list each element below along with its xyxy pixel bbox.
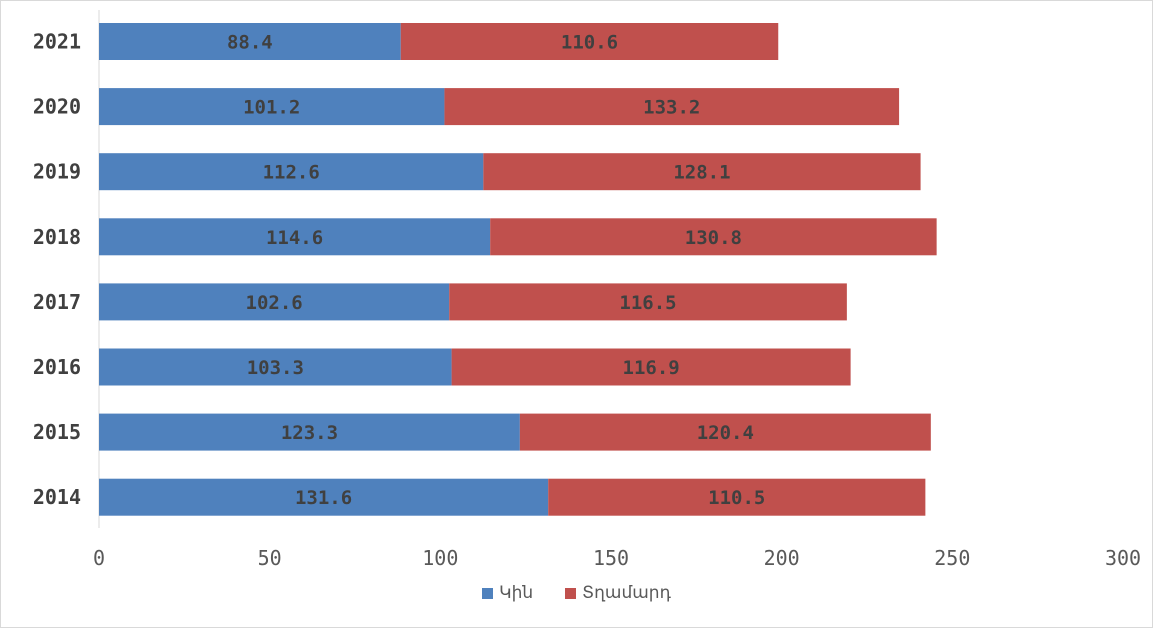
bar-2017-series-2	[449, 283, 847, 321]
y-tick-label: 2019	[33, 160, 81, 184]
y-tick-labels: 2021 2020 2019 2018 2017 2016 2015 2014	[33, 30, 81, 510]
bar-2021-series-1	[99, 23, 401, 60]
data-label-2016-series-2: 116.9	[623, 357, 680, 379]
data-label-2017-series-2: 116.5	[619, 292, 676, 314]
data-label-2014-series-2: 110.5	[708, 487, 765, 509]
bar-2020-series-2	[444, 88, 900, 126]
data-label-2015-series-1: 123.3	[281, 422, 338, 444]
x-tick-label: 250	[934, 546, 970, 570]
data-label-2015-series-2: 120.4	[697, 422, 754, 444]
x-tick-label: 300	[1105, 546, 1141, 570]
data-label-2021-series-2: 110.6	[561, 32, 618, 54]
x-tick-label: 150	[593, 546, 629, 570]
x-tick-labels: 0 50 100 150 200 250 300	[93, 546, 1141, 570]
bar-2014-series-1	[99, 478, 549, 516]
legend-item-series-1: Կին	[482, 583, 533, 603]
data-label-2017-series-1: 102.6	[246, 292, 303, 314]
bar-2018-series-1	[99, 218, 491, 256]
x-tick-label: 200	[764, 546, 800, 570]
bars-group: 88.4 110.6 101.2 133.2 112.6 128.1 114.6 130.8 1…	[99, 23, 937, 516]
y-tick-label: 2015	[33, 420, 81, 444]
data-label-2018-series-1: 114.6	[266, 227, 323, 249]
bar-2019-series-1	[99, 153, 484, 191]
bar-2015-series-1	[99, 413, 520, 451]
y-tick-label: 2018	[33, 225, 81, 249]
x-tick-label: 0	[93, 546, 105, 570]
data-label-2014-series-1: 131.6	[295, 487, 352, 509]
data-label-2018-series-2: 130.8	[685, 227, 742, 249]
y-tick-label: 2020	[33, 95, 81, 119]
y-tick-label: 2016	[33, 355, 81, 379]
data-label-2021-series-1: 88.4	[227, 32, 273, 54]
data-label-2020-series-2: 133.2	[643, 97, 700, 119]
bar-2016-series-1	[99, 348, 452, 386]
x-tick-label: 100	[422, 546, 458, 570]
y-tick-label: 2014	[33, 485, 81, 509]
data-label-2020-series-1: 101.2	[243, 97, 300, 119]
data-label-2016-series-1: 103.3	[247, 357, 304, 379]
legend-swatch-series-2	[565, 587, 577, 599]
legend: Կին Տղամարդ	[0, 583, 1153, 603]
data-label-2019-series-2: 128.1	[673, 162, 730, 184]
bar-2014-series-2	[548, 478, 926, 516]
bar-2015-series-2	[519, 413, 931, 451]
y-tick-label: 2017	[33, 290, 81, 314]
bar-2019-series-2	[483, 153, 921, 191]
legend-item-series-2: Տղամարդ	[565, 583, 671, 603]
legend-label-series-2: Տղամարդ	[582, 583, 671, 603]
legend-label-series-1: Կին	[499, 583, 534, 603]
bar-2018-series-2	[490, 218, 937, 256]
x-tick-label: 50	[258, 546, 282, 570]
bar-2021-series-2	[400, 23, 779, 60]
data-label-2019-series-1: 112.6	[263, 162, 320, 184]
bar-2020-series-1	[99, 88, 445, 126]
bar-2016-series-2	[451, 348, 851, 386]
y-tick-label: 2021	[33, 30, 81, 54]
legend-swatch-series-1	[482, 587, 494, 599]
bar-2017-series-1	[99, 283, 450, 321]
